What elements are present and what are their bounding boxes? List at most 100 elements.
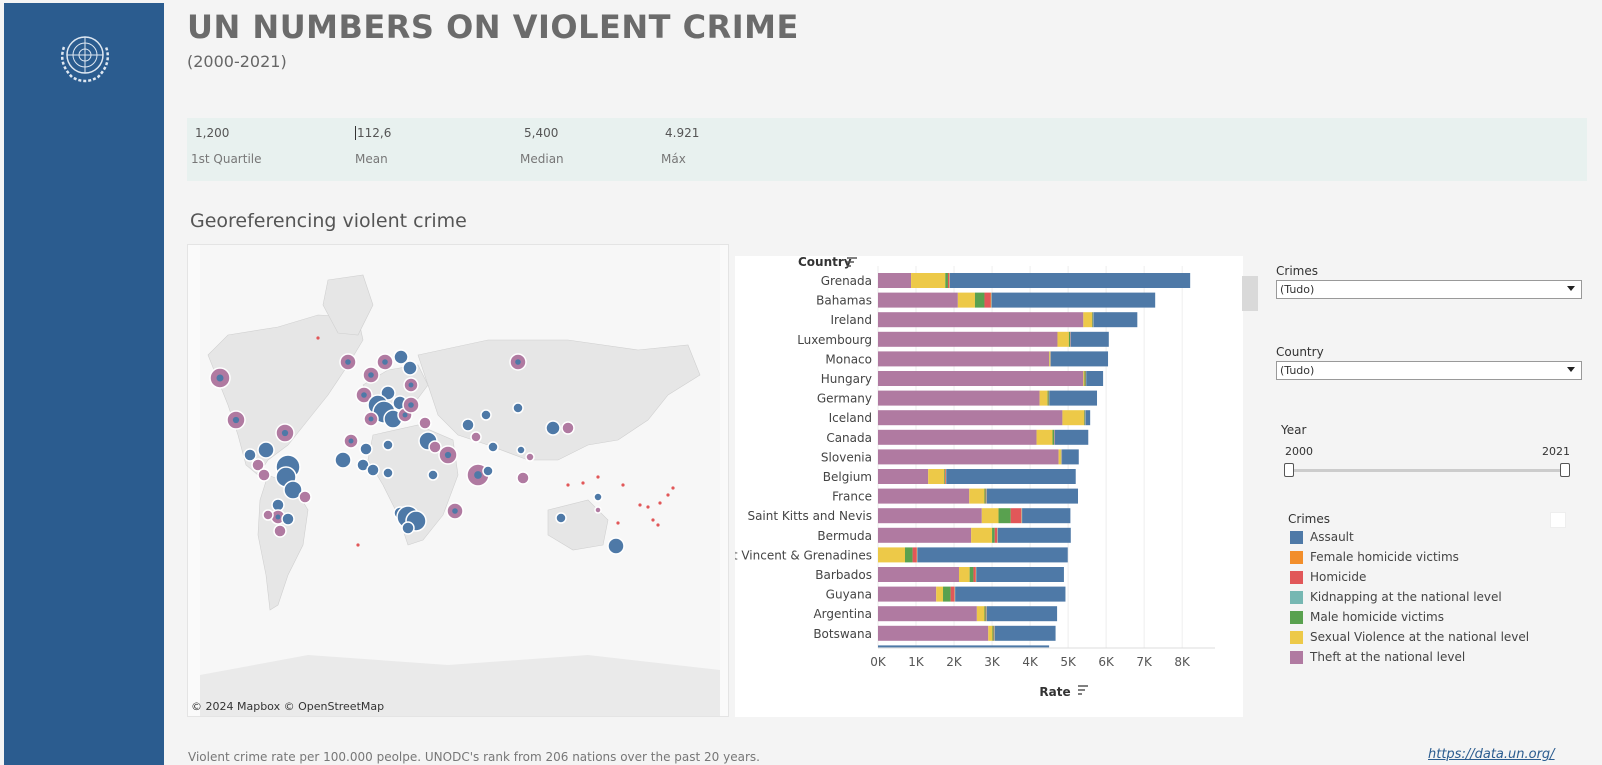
bar-segment[interactable] [1010,508,1022,524]
map-bubble[interactable] [428,440,442,454]
map-bubble[interactable] [545,420,561,436]
bar-segment[interactable] [878,410,1063,426]
country-column-header[interactable]: Country [798,256,852,269]
world-map[interactable]: © 2024 Mapbox © OpenStreetMap [187,244,729,717]
map-bubble[interactable] [516,471,530,485]
map-bubble[interactable] [402,360,418,376]
map-bubble[interactable] [525,452,535,462]
bar-segment[interactable] [992,527,995,543]
map-bubble[interactable] [470,431,482,443]
bar-segment[interactable] [944,469,945,484]
map-bubble[interactable] [555,512,567,524]
bar-segment[interactable] [911,273,946,288]
bar-segment[interactable] [992,625,994,641]
year-slider-track[interactable] [1286,469,1568,472]
bar-segment[interactable] [1083,371,1085,386]
map-bubble[interactable] [366,463,380,477]
map-bubble[interactable] [283,480,303,500]
bar-segment[interactable] [904,547,913,563]
map-point[interactable] [316,336,320,340]
bar-segment[interactable] [878,469,929,484]
map-point[interactable] [581,481,585,485]
bar-segment[interactable] [1070,331,1109,347]
map-bubble[interactable] [257,441,275,459]
map-point[interactable] [651,518,655,522]
bar-segment[interactable] [955,586,1066,602]
bar-segment[interactable] [928,469,945,484]
map-point[interactable] [646,505,650,509]
bar-segment[interactable] [1084,410,1085,426]
bar-segment[interactable] [878,547,905,563]
country-filter-select[interactable]: (Tudo) [1276,361,1582,380]
bar-segment[interactable] [971,527,993,543]
bar-segment[interactable] [947,273,950,288]
map-bubble[interactable] [593,492,603,502]
bar-segment[interactable] [988,625,993,641]
bar-segment[interactable] [1036,429,1053,445]
sort-icon[interactable] [1078,685,1088,695]
map-bubble[interactable] [427,469,439,481]
bar-segment[interactable] [1057,331,1069,347]
bar-segment[interactable] [878,527,972,543]
bar-segment[interactable] [878,488,970,504]
year-slider-min-handle[interactable] [1284,463,1294,477]
bar-segment[interactable] [946,469,1076,484]
map-point[interactable] [656,523,660,527]
map-point[interactable] [616,521,620,525]
bar-segment[interactable] [912,547,917,563]
bar-segment[interactable] [1093,312,1138,328]
bar-segment[interactable] [944,469,946,484]
map-bubble[interactable] [298,490,312,504]
map-bubble[interactable] [418,416,432,430]
bar-segment[interactable] [958,567,970,582]
bar-segment[interactable] [1049,390,1098,406]
bar-segment[interactable] [986,606,1058,622]
bar-segment[interactable] [943,586,951,602]
bar-segment[interactable] [994,625,1056,641]
bar-segment[interactable] [994,527,998,543]
bar-segment[interactable] [945,273,948,288]
legend-menu-box[interactable] [1550,512,1566,528]
bar-segment[interactable] [957,292,975,308]
bar-segment[interactable] [878,508,982,524]
map-bubble[interactable] [251,458,265,472]
bar-segment[interactable] [1052,429,1055,445]
map-bubble[interactable] [607,537,625,555]
x-axis-label[interactable]: Rate [1039,685,1070,699]
map-bubble[interactable] [512,402,524,414]
map-bubble[interactable] [461,418,475,432]
bar-segment[interactable] [878,390,1040,406]
bar-segment[interactable] [1051,351,1109,367]
bar-segment[interactable] [974,292,985,308]
bar-segment[interactable] [1085,410,1091,426]
data-source-link[interactable]: https://data.un.org/ [1428,747,1555,762]
bar-segment[interactable] [1083,312,1093,328]
map-point[interactable] [658,501,662,505]
bar-segment[interactable] [1049,351,1050,367]
bar-segment[interactable] [981,508,999,524]
map-point[interactable] [671,486,675,490]
bar-segment[interactable] [950,586,955,602]
bar-segment[interactable] [878,371,1084,386]
bar-segment[interactable] [1092,312,1093,328]
bar-segment[interactable] [878,449,1059,465]
map-bubble[interactable] [516,445,526,455]
bar-segment[interactable] [984,606,986,622]
year-slider-max-handle[interactable] [1560,463,1570,477]
bar-segment[interactable] [991,292,1156,308]
bar-segment[interactable] [1058,449,1061,465]
bar-segment[interactable] [878,351,1050,367]
bar-segment[interactable] [1084,371,1086,386]
bar-segment[interactable] [969,488,985,504]
map-point[interactable] [356,543,360,547]
bar-segment[interactable] [936,586,944,602]
bar-segment[interactable] [984,488,986,504]
bar-segment[interactable] [984,292,991,308]
map-bubble[interactable] [262,509,274,521]
bar-segment[interactable] [878,429,1037,445]
map-bubble[interactable] [359,442,373,456]
bar-segment[interactable] [878,273,912,288]
map-point[interactable] [596,475,600,479]
bar-segment[interactable] [976,567,1064,582]
sort-icon[interactable] [847,257,857,267]
